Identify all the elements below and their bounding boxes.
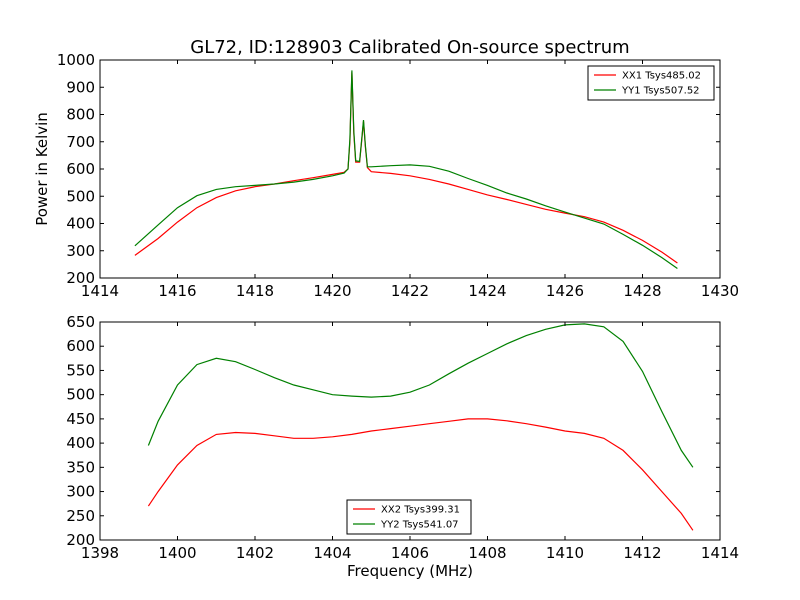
x-tick-label: 1406 bbox=[391, 544, 429, 562]
x-tick-label: 1418 bbox=[236, 282, 274, 300]
y-tick-label: 400 bbox=[66, 434, 95, 452]
x-tick-label: 1420 bbox=[313, 282, 351, 300]
x-tick-label: 1398 bbox=[81, 544, 119, 562]
legend-box bbox=[346, 499, 472, 535]
legend-label: YY1 Tsys507.52 bbox=[621, 86, 700, 97]
legend-label: YY2 Tsys541.07 bbox=[380, 520, 459, 531]
x-tick-label: 1414 bbox=[81, 282, 119, 300]
y-tick-label: 450 bbox=[66, 410, 95, 428]
x-tick-label: 1414 bbox=[701, 544, 739, 562]
legend: XX1 Tsys485.02 YY1 Tsys507.52 bbox=[587, 65, 715, 101]
y-tick-label: 200 bbox=[66, 531, 95, 549]
x-tick-label: 1424 bbox=[468, 282, 506, 300]
y-tick-label: 400 bbox=[66, 215, 95, 233]
x-tick-label: 1400 bbox=[158, 544, 196, 562]
y-tick-label: 600 bbox=[66, 160, 95, 178]
y-tick-label: 350 bbox=[66, 458, 95, 476]
y-tick-label: 650 bbox=[66, 313, 95, 331]
x-tick-label: 1426 bbox=[546, 282, 584, 300]
y-tick-label: 500 bbox=[66, 386, 95, 404]
x-tick-label: 1402 bbox=[236, 544, 274, 562]
legend: XX2 Tsys399.31 YY2 Tsys541.07 bbox=[346, 499, 472, 535]
y-tick-label: 300 bbox=[66, 483, 95, 501]
legend-label: XX1 Tsys485.02 bbox=[622, 71, 701, 82]
series-line-1-1 bbox=[147, 323, 694, 468]
x-tick-label: 1416 bbox=[158, 282, 196, 300]
legend-label: XX2 Tsys399.31 bbox=[381, 505, 460, 516]
y-tick-label: 550 bbox=[66, 361, 95, 379]
y-tick-label: 200 bbox=[66, 269, 95, 287]
y-tick-label: 250 bbox=[66, 507, 95, 525]
x-tick-label: 1408 bbox=[468, 544, 506, 562]
x-tick-label: 1412 bbox=[623, 544, 661, 562]
x-tick-label: 1404 bbox=[313, 544, 351, 562]
y-tick-label: 800 bbox=[66, 106, 95, 124]
series-line-1-0 bbox=[147, 418, 694, 531]
top-ylabel: Power in Kelvin bbox=[33, 112, 51, 226]
y-tick-label: 900 bbox=[66, 78, 95, 96]
top-panel: 1414 1416 1418 1420 1422 1424 1426 1428 1430 200 3… bbox=[57, 51, 739, 300]
y-tick-label: 600 bbox=[66, 337, 95, 355]
x-tick-label: 1428 bbox=[623, 282, 661, 300]
x-tick-label: 1430 bbox=[701, 282, 739, 300]
chart-title: GL72, ID:128903 Calibrated On-source spe… bbox=[190, 37, 629, 58]
y-tick-label: 500 bbox=[66, 187, 95, 205]
x-tick-label: 1410 bbox=[546, 544, 584, 562]
bottom-xlabel: Frequency (MHz) bbox=[347, 562, 473, 580]
series-line-0-1 bbox=[134, 70, 678, 269]
x-tick-label: 1422 bbox=[391, 282, 429, 300]
y-tick-label: 1000 bbox=[57, 51, 95, 69]
bottom-panel: 1398 1400 1402 1404 1406 1408 1410 1412 1414 200 2… bbox=[66, 313, 739, 562]
legend-box bbox=[587, 65, 715, 101]
y-tick-label: 700 bbox=[66, 133, 95, 151]
y-tick-label: 300 bbox=[66, 242, 95, 260]
